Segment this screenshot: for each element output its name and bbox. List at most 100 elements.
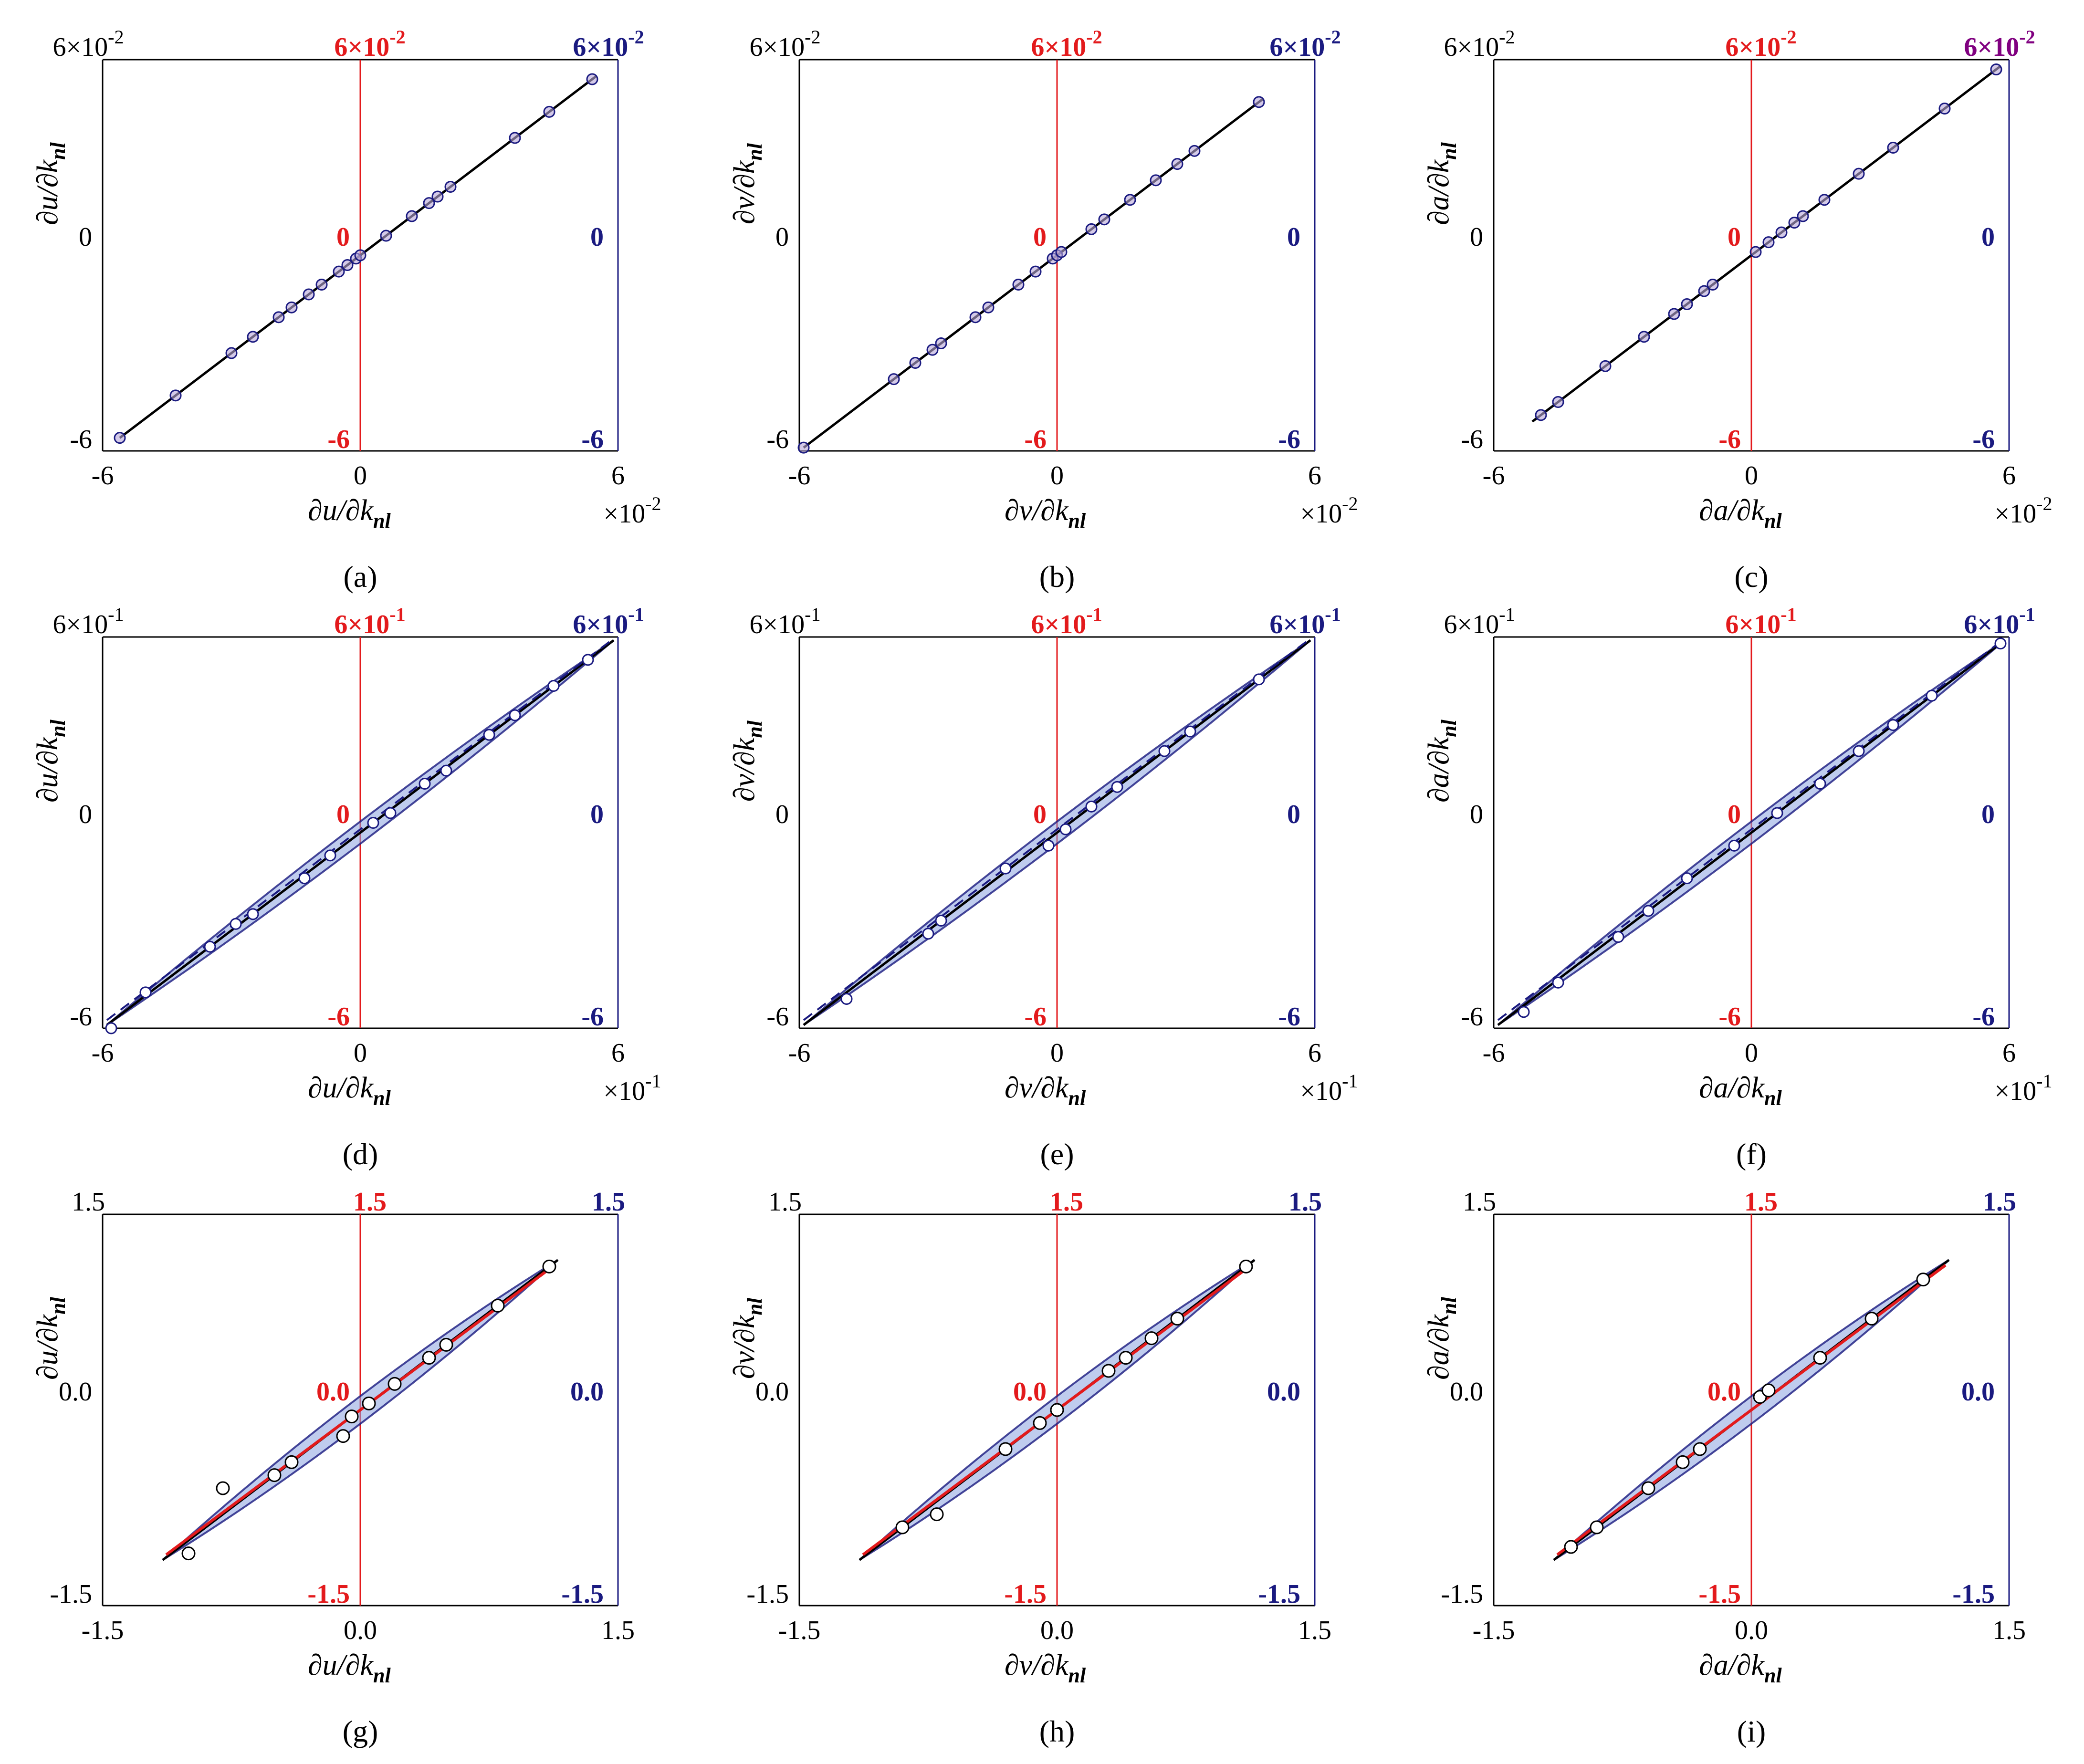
center-tick-bottom-base: -6 xyxy=(1718,1002,1741,1032)
data-point xyxy=(1853,745,1865,757)
dashed-fit-line xyxy=(106,637,615,1021)
data-point xyxy=(1681,298,1693,310)
center-tick-mid-base: 0 xyxy=(1033,800,1047,829)
y-axis-label: ∂a/∂knl xyxy=(1423,142,1461,225)
center-tick-bottom: -6 xyxy=(1718,1002,1741,1032)
left-tick-mid: 0.0 xyxy=(1450,1377,1483,1407)
x-tick-mid: 0 xyxy=(1050,461,1064,491)
data-point xyxy=(1638,331,1650,343)
left-tick-top-base: 1.5 xyxy=(1463,1187,1496,1217)
center-tick-bottom: -1.5 xyxy=(1004,1579,1047,1609)
dashed-fit-line xyxy=(803,637,1311,1021)
right-tick-mid: 0 xyxy=(1981,800,1995,829)
data-point xyxy=(1771,807,1783,819)
center-tick-top: 1.5 xyxy=(353,1187,387,1217)
center-tick-mid-base: 0 xyxy=(336,222,350,252)
x-tick-max: 1.5 xyxy=(1992,1616,2026,1645)
right-tick-top-exponent: -2 xyxy=(1325,26,1340,48)
x-tick-max-base: 1.5 xyxy=(1992,1616,2026,1645)
fit-line xyxy=(1497,639,2006,1026)
x-axis-label-subscript: nl xyxy=(1764,1664,1782,1687)
right-tick-mid-base: 0.0 xyxy=(1267,1377,1300,1407)
right-tick-mid-base: 0 xyxy=(1287,222,1300,252)
right-tick-top-base: 1.5 xyxy=(1983,1187,2016,1217)
data-point xyxy=(247,331,259,343)
x-tick-max: 1.5 xyxy=(1298,1616,1331,1645)
x-tick-max-base: 6 xyxy=(611,1038,625,1068)
center-tick-mid: 0.0 xyxy=(316,1377,350,1407)
data-point xyxy=(982,301,995,313)
x-axis-label: ∂a/∂knl xyxy=(1699,1072,1782,1110)
left-tick-mid-base: 0 xyxy=(79,800,92,829)
panel-f: 6×10-10-66×10-10-66×10-10-6-6 0 6×10-1∂a/∂… xyxy=(1423,604,2052,1171)
panel-d: 6×10-10-66×10-10-66×10-10-6-6 0 6×10-1∂u/∂… xyxy=(31,604,661,1171)
right-tick-top: 1.5 xyxy=(592,1187,625,1217)
y-axis-label-main: ∂u/∂k xyxy=(31,736,64,802)
right-tick-bottom: -6 xyxy=(1278,1002,1300,1032)
panel-caption: (g) xyxy=(343,1714,378,1748)
x-axis-label: ∂u/∂knl xyxy=(308,494,391,532)
x-axis-label-subscript: nl xyxy=(373,1664,391,1687)
data-point xyxy=(1033,1416,1047,1430)
center-tick-top: 6×10-2 xyxy=(334,26,405,62)
x-multiplier-exponent: -2 xyxy=(2036,493,2052,514)
right-tick-top-base: 1.5 xyxy=(1288,1187,1322,1217)
x-tick-mid-base: 0 xyxy=(1050,461,1064,491)
left-tick-top: 1.5 xyxy=(768,1187,802,1217)
left-tick-top-exponent: -1 xyxy=(108,604,124,625)
center-tick-bottom-base: -6 xyxy=(1024,1002,1047,1032)
right-tick-mid: 0 xyxy=(590,222,604,252)
data-point xyxy=(969,311,982,324)
center-tick-bottom: -1.5 xyxy=(307,1579,350,1609)
left-tick-top-exponent: -2 xyxy=(805,26,820,48)
center-tick-bottom: -1.5 xyxy=(1698,1579,1741,1609)
x-multiplier-base: ×10 xyxy=(1300,499,1342,529)
x-tick-min-base: -1.5 xyxy=(82,1616,124,1645)
x-axis-label-main: ∂v/∂k xyxy=(1005,1072,1069,1104)
right-tick-bottom-base: -1.5 xyxy=(1952,1579,1995,1609)
data-point xyxy=(935,915,947,927)
panel-caption: (i) xyxy=(1737,1714,1766,1748)
data-point xyxy=(384,807,397,819)
x-multiplier-exponent: -1 xyxy=(2036,1070,2052,1092)
center-tick-bottom: -6 xyxy=(327,425,350,454)
panel-caption: (h) xyxy=(1039,1714,1075,1748)
data-point xyxy=(315,279,328,291)
left-tick-bottom: -6 xyxy=(1461,425,1483,454)
left-tick-top-base: 6×10 xyxy=(750,32,805,62)
left-tick-bottom: -1.5 xyxy=(746,1579,789,1609)
x-tick-mid-base: 0 xyxy=(1050,1038,1064,1068)
x-multiplier: ×10-2 xyxy=(1995,493,2053,529)
panel-caption: (c) xyxy=(1734,560,1768,594)
data-point xyxy=(1170,1312,1184,1326)
x-axis-label: ∂a/∂knl xyxy=(1699,1649,1782,1687)
data-point xyxy=(909,357,922,369)
center-tick-top: 1.5 xyxy=(1050,1187,1083,1217)
y-axis-label-subscript: nl xyxy=(743,143,766,160)
center-tick-bottom-base: -6 xyxy=(327,425,350,454)
x-tick-mid-base: 0 xyxy=(1745,1038,1758,1068)
panel-b: 6×10-20-66×10-20-66×10-20-6-6 0 6×10-2∂v/∂… xyxy=(728,26,1358,594)
x-tick-min: -1.5 xyxy=(1473,1616,1515,1645)
right-tick-top-base: 6×10 xyxy=(1964,32,2019,62)
center-tick-mid-base: 0.0 xyxy=(1013,1377,1047,1407)
x-axis-label: ∂v/∂knl xyxy=(1005,1649,1086,1687)
left-tick-top-exponent: -2 xyxy=(1499,26,1515,48)
data-point xyxy=(267,1468,282,1482)
left-tick-top: 6×10-2 xyxy=(1444,26,1515,62)
center-tick-top-exponent: -1 xyxy=(389,604,405,625)
left-tick-mid: 0 xyxy=(79,800,92,829)
center-tick-top-base: 1.5 xyxy=(1744,1187,1778,1217)
x-tick-min: -6 xyxy=(1483,1038,1505,1068)
data-point xyxy=(1535,409,1547,421)
x-axis-label-subscript: nl xyxy=(1764,509,1782,532)
left-tick-top-base: 6×10 xyxy=(53,32,108,62)
y-axis-label: ∂a/∂knl xyxy=(1423,1296,1461,1380)
data-point xyxy=(247,908,259,920)
right-tick-bottom: -6 xyxy=(1972,425,1995,454)
data-point xyxy=(367,817,379,829)
data-point xyxy=(1990,63,2002,75)
data-point xyxy=(105,1022,117,1034)
right-tick-mid-base: 0 xyxy=(1981,222,1995,252)
data-point xyxy=(1012,279,1025,291)
